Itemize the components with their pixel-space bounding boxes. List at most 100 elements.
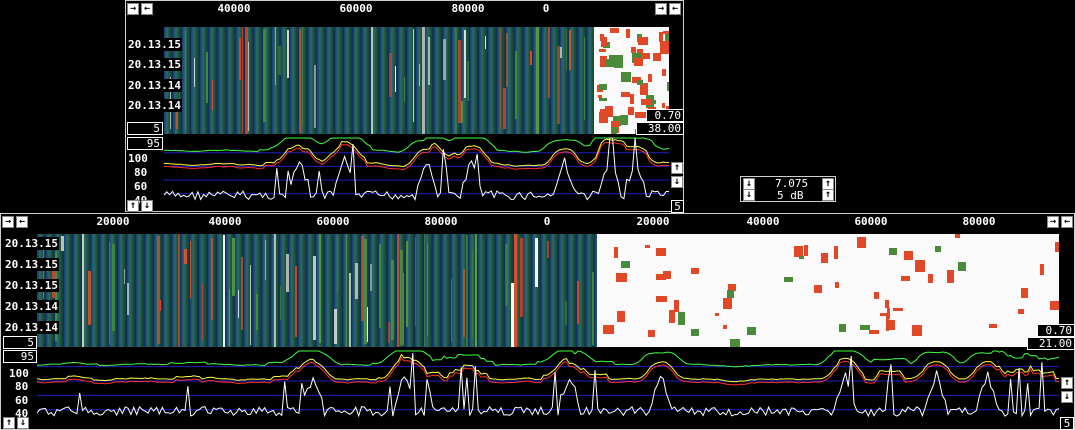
level-value[interactable]: 7.075 (775, 177, 809, 190)
up-arrow-icon[interactable]: ↑ (127, 200, 139, 212)
waterfall-speck (715, 312, 719, 317)
top-frequency-scale[interactable]: 40000 60000 80000 0 (152, 2, 656, 15)
waterfall-streak (569, 30, 571, 71)
waterfall-speck (644, 245, 651, 249)
waterfall-streak (404, 77, 405, 102)
waterfall-speck (647, 106, 656, 111)
top-waterfall-display[interactable] (164, 27, 669, 134)
left-arrow-icon[interactable]: ← (1061, 216, 1073, 228)
spectrum-mean-trace (164, 141, 669, 171)
waterfall-streak (463, 268, 465, 338)
bottom-waterfall-display[interactable] (37, 234, 1059, 347)
waterfall-speck (647, 74, 653, 83)
waterfall-streak (458, 40, 461, 123)
waterfall-gain-box[interactable]: 0.70 (646, 109, 684, 122)
timestamp: 20.13.14 (127, 99, 182, 112)
freq-tick: 80000 (451, 2, 485, 15)
down-arrow-icon[interactable]: ↓ (671, 176, 683, 188)
waterfall-streak (485, 35, 486, 50)
spectrum-corner-box[interactable]: 5 (1060, 417, 1074, 430)
waterfall-zero-box[interactable]: 38.00 (636, 122, 684, 135)
y-tick: 80 (15, 380, 29, 393)
waterfall-speck (722, 324, 728, 329)
waterfall-streak (455, 27, 457, 134)
waterfall-speck (639, 83, 649, 95)
waterfall-streak (263, 28, 266, 123)
left-arrow-icon[interactable]: ← (669, 3, 681, 15)
waterfall-speck (636, 79, 644, 86)
waterfall-speck (601, 36, 607, 46)
right-arrow-icon[interactable]: → (1047, 216, 1059, 228)
down-arrow-icon[interactable]: ↓ (743, 189, 755, 201)
top-spectrum-graph[interactable] (164, 136, 669, 212)
waterfall-speck (604, 106, 614, 118)
waterfall-streak (313, 256, 316, 341)
waterfall-streak (295, 265, 297, 338)
freq-tick: 0 (542, 2, 550, 15)
waterfall-streak (185, 30, 186, 130)
waterfall-streak (395, 65, 396, 92)
spectrum-corner-box[interactable]: 5 (671, 200, 684, 213)
waterfall-streak (451, 278, 452, 342)
bottom-frequency-scale[interactable]: 20000 40000 60000 80000 0 20000 40000 60… (29, 215, 1047, 228)
y-tick: 60 (15, 394, 29, 407)
bottom-waterfall-window: 20000 40000 60000 80000 0 20000 40000 60… (0, 213, 1075, 430)
waterfall-streak (157, 236, 160, 345)
waterfall-speck (598, 95, 603, 99)
up-arrow-icon[interactable]: ↑ (1061, 377, 1073, 389)
spectrum-average-trace (37, 353, 1059, 383)
db-value[interactable]: 5 dB (777, 189, 804, 202)
waterfall-streak (241, 256, 243, 330)
left-arrow-icon[interactable]: ← (141, 3, 153, 15)
up-arrow-icon[interactable]: ↑ (822, 189, 834, 201)
waterfall-streak (239, 37, 241, 81)
waterfall-streak (61, 236, 64, 251)
y-tick: 100 (128, 152, 148, 165)
waterfall-speck (603, 325, 614, 334)
right-arrow-icon[interactable]: → (127, 3, 139, 15)
waterfall-streak (302, 27, 303, 127)
waterfall-streak (160, 299, 161, 311)
right-arrow-icon[interactable]: → (655, 3, 667, 15)
waterfall-streak (370, 264, 372, 292)
y-tick: 100 (9, 367, 29, 380)
waterfall-speck (835, 282, 839, 288)
waterfall-streak (250, 264, 251, 345)
waterfall-speck (641, 98, 652, 105)
waterfall-speck (885, 318, 889, 331)
right-arrow-icon[interactable]: → (2, 216, 14, 228)
waterfall-avg-box[interactable]: 5 (3, 336, 37, 349)
waterfall-streak (415, 237, 416, 327)
waterfall-speck (893, 307, 904, 312)
waterfall-speck (723, 297, 733, 309)
bottom-spectrum-graph[interactable] (37, 349, 1059, 429)
waterfall-streak (428, 37, 430, 86)
waterfall-saturated-area (597, 234, 1059, 347)
waterfall-speck (662, 270, 671, 279)
spectrum-avg-box[interactable]: 95 (127, 137, 163, 150)
waterfall-speck (888, 248, 898, 256)
waterfall-speck (1021, 288, 1028, 299)
waterfall-speck (667, 81, 669, 92)
waterfall-streak (355, 263, 358, 299)
waterfall-zero-box[interactable]: 21.00 (1027, 337, 1075, 350)
down-arrow-icon[interactable]: ↓ (1061, 391, 1073, 403)
waterfall-streak (55, 250, 57, 342)
down-arrow-icon[interactable]: ↓ (141, 200, 153, 212)
waterfall-speck (690, 267, 700, 275)
waterfall-speck (794, 245, 804, 257)
waterfall-avg-box[interactable]: 5 (127, 122, 163, 135)
up-arrow-icon[interactable]: ↑ (3, 417, 15, 429)
waterfall-streak (202, 283, 203, 340)
left-arrow-icon[interactable]: ← (16, 216, 28, 228)
waterfall-streak (413, 28, 414, 123)
freq-tick: 60000 (854, 215, 888, 228)
down-arrow-icon[interactable]: ↓ (17, 417, 29, 429)
waterfall-speck (903, 250, 914, 261)
waterfall-speck (955, 234, 961, 238)
up-arrow-icon[interactable]: ↑ (671, 162, 683, 174)
waterfall-gain-box[interactable]: 0.70 (1037, 324, 1075, 337)
waterfall-speck (656, 273, 666, 281)
waterfall-speck (746, 326, 757, 335)
spectrum-avg-box[interactable]: 95 (3, 350, 37, 363)
